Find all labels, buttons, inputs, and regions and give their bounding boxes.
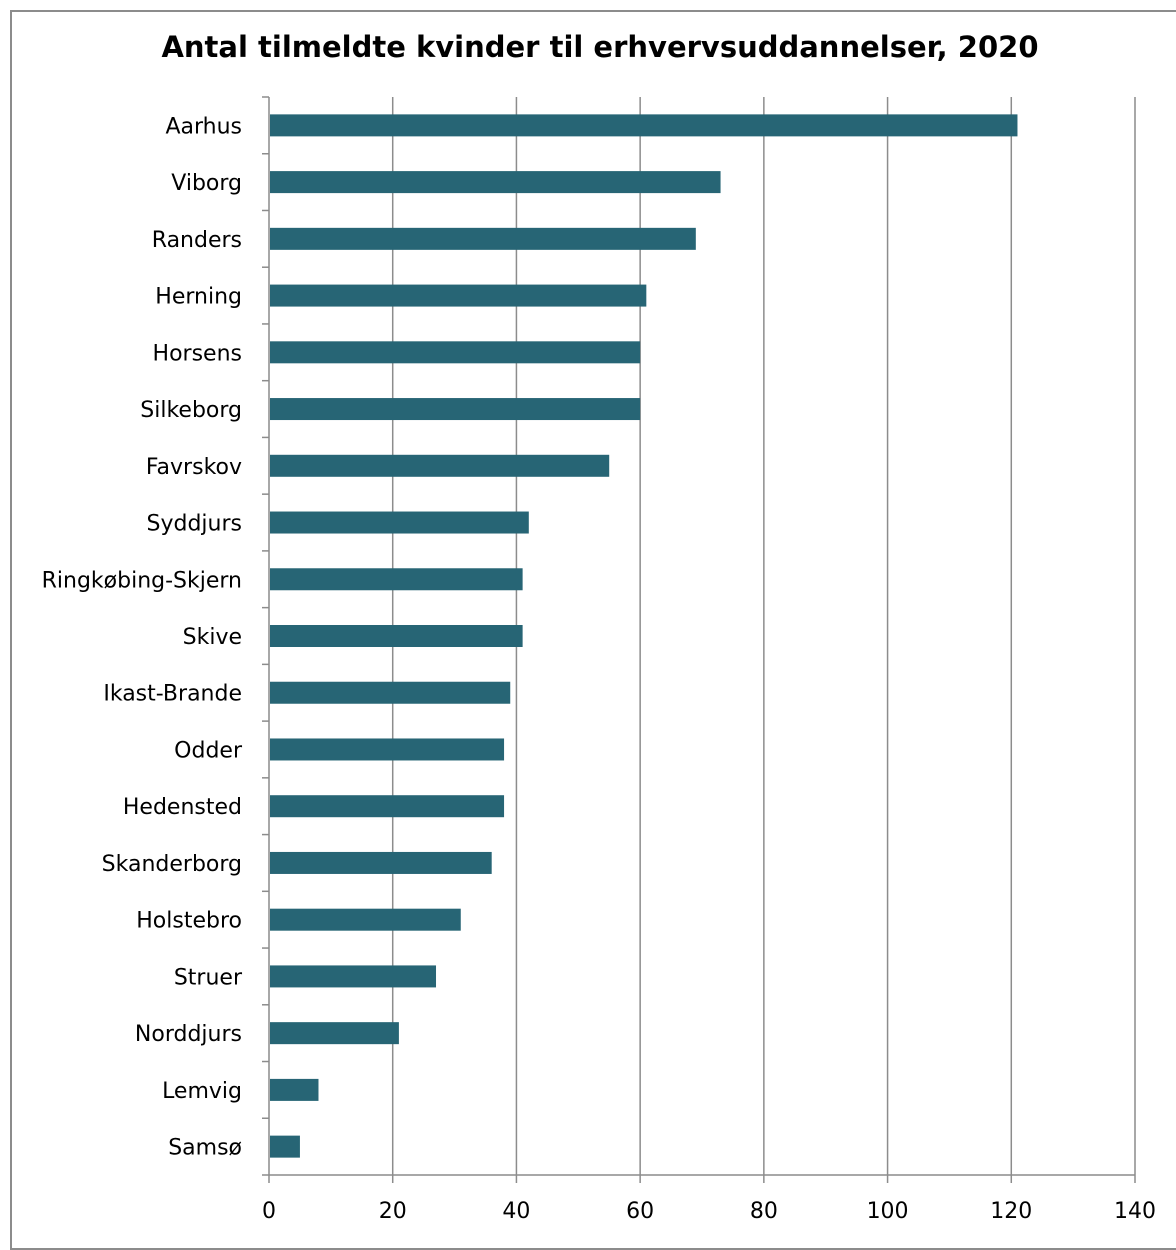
category-label: Syddjurs [147,512,242,537]
category-label: Skive [183,625,242,650]
category-label: Horsens [153,341,242,366]
x-tick-label: 0 [262,1199,276,1224]
category-label: Holstebro [136,909,242,934]
chart-frame [10,10,1176,1250]
category-label: Lemvig [162,1079,242,1104]
bar-odder [270,738,505,761]
category-label: Aarhus [165,114,242,139]
bar-ringkøbing-skjern [270,568,523,591]
category-label: Ringkøbing-Skjern [42,568,242,593]
bar-herning [270,284,647,307]
category-label: Ikast-Brande [103,682,242,707]
bar-holstebro [270,908,461,931]
bars [270,114,1018,1158]
category-label: Norddjurs [135,1022,242,1047]
bar-randers [270,227,696,250]
category-label: Silkeborg [140,398,242,423]
x-tick-label: 80 [750,1199,778,1224]
x-tick-label: 40 [502,1199,530,1224]
x-tick-label: 120 [990,1199,1032,1224]
bar-horsens [270,341,641,364]
category-label: Viborg [171,171,242,196]
bar-struer [270,965,437,988]
category-label: Favrskov [146,455,242,480]
bar-syddjurs [270,511,529,534]
x-tick-label: 100 [867,1199,909,1224]
bar-samsø [270,1135,300,1158]
bar-favrskov [270,454,610,477]
bar-skanderborg [270,851,492,874]
category-label: Samsø [168,1136,242,1161]
bar-hedensted [270,795,505,818]
category-labels: Aarhus Viborg Randers Herning Horsens Silkebo… [42,114,243,1160]
category-label: Struer [174,965,243,990]
bar-aarhus [270,114,1018,137]
category-label: Hedensted [123,795,242,820]
x-tick-label: 60 [626,1199,654,1224]
bar-silkeborg [270,398,641,421]
axes [262,96,1136,1183]
bar-skive [270,625,523,647]
bar-norddjurs [270,1022,399,1045]
chart-title: Antal tilmeldte kvinder til erhvervsudda… [161,30,1039,64]
category-label: Odder [174,738,243,763]
bar-ikast-brande [270,681,511,704]
bar-lemvig [270,1078,319,1101]
x-tick-label: 140 [1114,1199,1156,1224]
category-label: Herning [155,285,242,310]
bar-viborg [270,171,721,194]
category-label: Randers [152,228,242,253]
x-tick-labels: 0 20 40 60 80 100 120 140 [262,1199,1156,1224]
x-tick-label: 20 [379,1199,407,1224]
category-label: Skanderborg [102,852,242,877]
